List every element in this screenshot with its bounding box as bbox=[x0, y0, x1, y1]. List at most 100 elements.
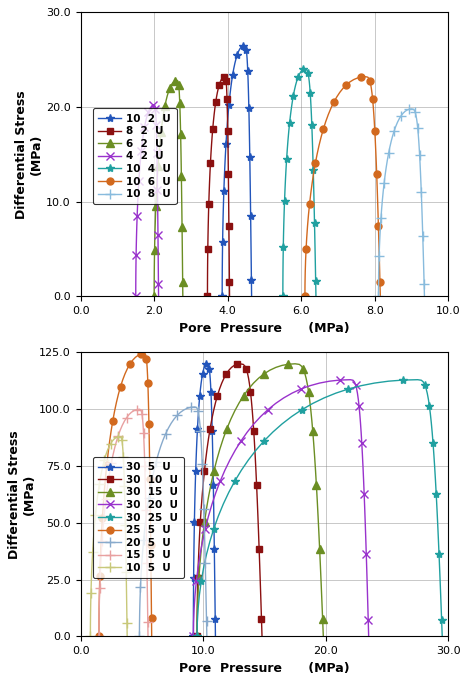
25  5  U bbox=[145, 387, 151, 395]
X-axis label: Pore  Pressure      (MPa): Pore Pressure (MPa) bbox=[179, 662, 350, 675]
4  2  U bbox=[152, 104, 158, 113]
6  2  U bbox=[162, 102, 168, 110]
8  2  U bbox=[213, 98, 219, 107]
15  5  U bbox=[141, 436, 147, 444]
4  2  U bbox=[153, 107, 159, 115]
Legend: 10  2  U, 8  2  U, 6  2  U, 4  2  U, 10  4  U, 10  6  U, 10  8  U: 10 2 U, 8 2 U, 6 2 U, 4 2 U, 10 4 U, 10 … bbox=[93, 109, 176, 204]
10  5  U bbox=[118, 433, 124, 441]
30  5  U bbox=[206, 365, 212, 373]
10  2  U bbox=[244, 50, 250, 58]
8  2  U bbox=[224, 80, 229, 88]
30  15  U bbox=[241, 391, 247, 400]
6  2  U bbox=[151, 292, 157, 301]
30  20  U bbox=[350, 376, 356, 385]
10  2  U bbox=[242, 42, 248, 50]
X-axis label: Pore  Pressure      (MPa): Pore Pressure (MPa) bbox=[179, 322, 350, 335]
30  15  U bbox=[320, 632, 326, 641]
4  2  U bbox=[135, 203, 140, 211]
10  8  U bbox=[411, 105, 416, 113]
25  5  U bbox=[96, 632, 102, 641]
4  2  U bbox=[152, 101, 158, 109]
Y-axis label: Differential Stress
(MPa): Differential Stress (MPa) bbox=[15, 90, 43, 219]
10  5  U bbox=[124, 632, 130, 641]
4  2  U bbox=[142, 123, 147, 131]
30  15  U bbox=[292, 360, 298, 368]
15  5  U bbox=[96, 632, 102, 641]
Line: 8  2  U: 8 2 U bbox=[204, 73, 233, 300]
10  6  U bbox=[371, 102, 376, 110]
10  2  U bbox=[219, 292, 225, 301]
10  4  U bbox=[305, 70, 311, 78]
Line: 25  5  U: 25 5 U bbox=[96, 350, 155, 640]
30  25  U bbox=[428, 410, 433, 418]
30  5  U bbox=[209, 396, 214, 404]
10  2  U bbox=[249, 292, 254, 301]
30  15  U bbox=[302, 369, 308, 377]
30  25  U bbox=[439, 632, 445, 641]
25  5  U bbox=[143, 350, 148, 359]
Line: 30  15  U: 30 15 U bbox=[193, 360, 327, 641]
30  20  U bbox=[354, 385, 359, 393]
10  6  U bbox=[365, 73, 371, 81]
30  15  U bbox=[194, 632, 200, 641]
30  15  U bbox=[307, 396, 312, 404]
30  5  U bbox=[205, 361, 211, 369]
10  8  U bbox=[409, 104, 415, 113]
4  2  U bbox=[156, 292, 161, 301]
Line: 10  6  U: 10 6 U bbox=[302, 73, 384, 300]
30  10  U bbox=[249, 396, 254, 404]
6  2  U bbox=[180, 292, 186, 301]
Line: 10  2  U: 10 2 U bbox=[218, 41, 256, 301]
6  2  U bbox=[175, 77, 181, 85]
30  25  U bbox=[194, 632, 200, 641]
15  5  U bbox=[100, 526, 106, 534]
8  2  U bbox=[227, 292, 232, 301]
10  4  U bbox=[308, 96, 313, 104]
10  6  U bbox=[302, 292, 308, 301]
10  8  U bbox=[412, 109, 418, 117]
25  5  U bbox=[100, 500, 106, 508]
10  4  U bbox=[282, 186, 288, 194]
30  10  U bbox=[241, 361, 246, 369]
10  5  U bbox=[88, 632, 93, 641]
10  8  U bbox=[413, 111, 419, 120]
Legend: 30  5  U, 30  10  U, 30  15  U, 30  20  U, 30  25  U, 25  5  U, 20  5  U, 15  5 : 30 5 U, 30 10 U, 30 15 U, 30 20 U, 30 25… bbox=[93, 457, 184, 579]
30  25  U bbox=[415, 376, 421, 384]
10  8  U bbox=[392, 126, 397, 135]
8  2  U bbox=[223, 76, 229, 85]
20  5  U bbox=[195, 407, 201, 415]
30  10  U bbox=[198, 505, 204, 513]
10  8  U bbox=[416, 130, 421, 138]
8  2  U bbox=[206, 189, 212, 197]
Line: 4  2  U: 4 2 U bbox=[132, 101, 163, 301]
30  20  U bbox=[206, 512, 212, 520]
10  5  U bbox=[117, 432, 122, 441]
25  5  U bbox=[149, 632, 154, 641]
30  10  U bbox=[259, 632, 265, 641]
30  25  U bbox=[215, 512, 221, 520]
10  8  U bbox=[379, 204, 385, 212]
30  5  U bbox=[204, 360, 210, 368]
10  6  U bbox=[368, 80, 373, 88]
25  5  U bbox=[144, 359, 150, 367]
10  4  U bbox=[302, 65, 308, 73]
10  2  U bbox=[242, 42, 247, 50]
30  25  U bbox=[422, 380, 428, 389]
4  2  U bbox=[133, 292, 138, 301]
10  5  U bbox=[119, 436, 125, 445]
10  6  U bbox=[363, 72, 369, 81]
20  5  U bbox=[204, 632, 210, 641]
30  20  U bbox=[357, 410, 363, 418]
8  2  U bbox=[223, 73, 228, 81]
10  6  U bbox=[308, 189, 314, 197]
8  2  U bbox=[204, 292, 210, 301]
30  5  U bbox=[192, 505, 197, 513]
Line: 10  5  U: 10 5 U bbox=[85, 432, 132, 641]
15  5  U bbox=[139, 410, 145, 418]
8  2  U bbox=[224, 102, 230, 110]
10  6  U bbox=[367, 76, 373, 85]
25  5  U bbox=[118, 382, 123, 391]
10  5  U bbox=[121, 459, 127, 467]
20  5  U bbox=[136, 632, 142, 641]
15  5  U bbox=[140, 413, 145, 421]
